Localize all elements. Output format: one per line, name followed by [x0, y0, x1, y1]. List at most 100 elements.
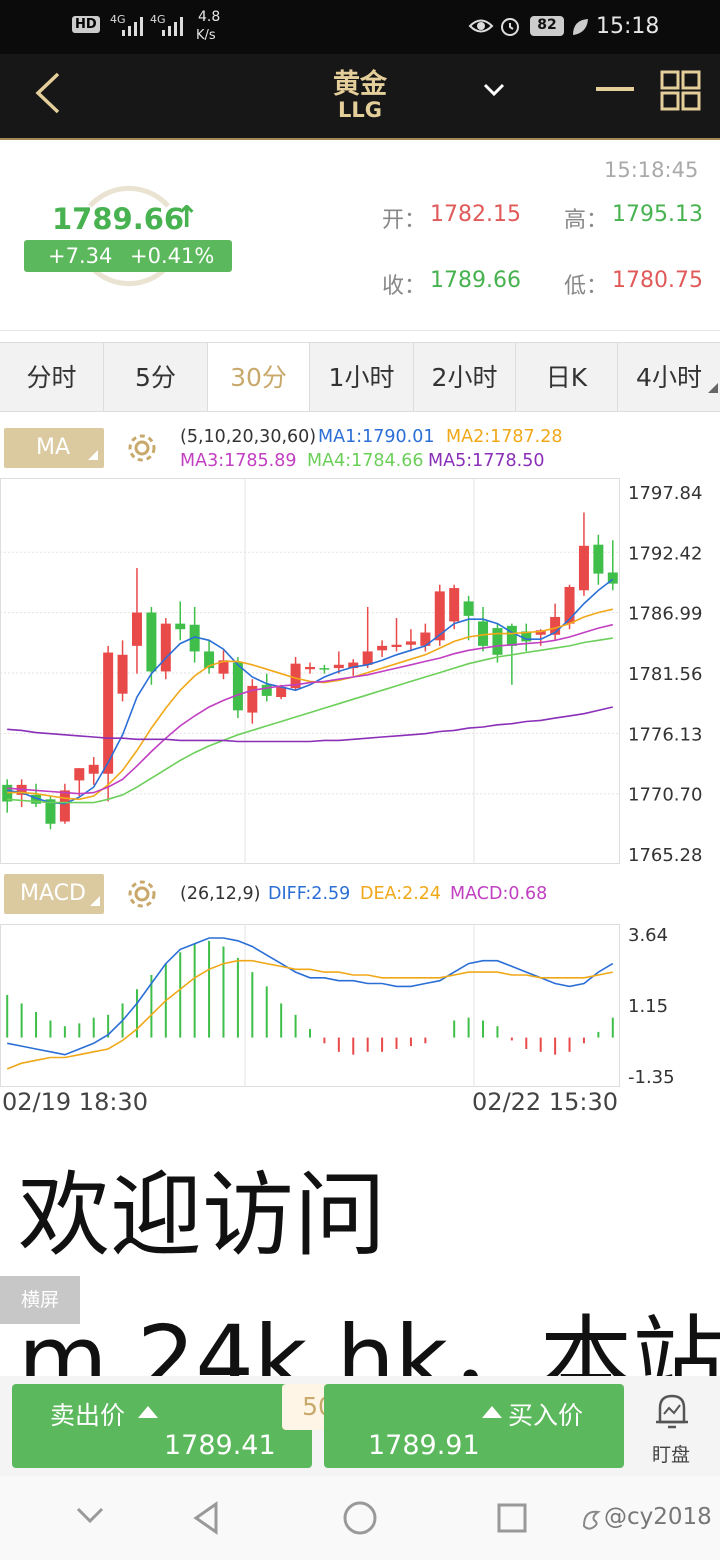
candle-body [391, 644, 402, 647]
macd-params: (26,12,9) [180, 884, 261, 904]
tab-5min[interactable]: 5分 [104, 343, 208, 411]
watermark-text: @cy2018 [604, 1504, 712, 1530]
ma-settings-gear-icon[interactable] [124, 430, 160, 466]
candle-body [564, 586, 575, 624]
system-nav-bar: @cy2018 [0, 1476, 720, 1560]
candle-body [232, 662, 243, 711]
recents-square-icon[interactable] [496, 1502, 528, 1534]
watch-button[interactable]: 盯盘 [632, 1384, 714, 1468]
network-type-1: 4G [110, 13, 126, 26]
ma-indicator-button[interactable]: MA [4, 428, 104, 468]
candle-body [117, 654, 128, 694]
tab-2hour[interactable]: 2小时 [414, 343, 516, 411]
welcome-line-2: m.24k.hk，本站 [18, 1306, 720, 1377]
dropdown-corner-icon [88, 450, 98, 460]
ma2-value: MA2:1787.28 [446, 427, 563, 447]
candle-body [305, 666, 315, 670]
candle-body [578, 545, 589, 591]
sell-button[interactable]: 卖出价 1789.41 [12, 1384, 312, 1468]
triangle-up-icon [482, 1406, 502, 1418]
macd-y-tick-label: -1.35 [628, 1067, 675, 1088]
watermark-logo-icon [582, 1510, 601, 1530]
chevron-down-icon[interactable] [482, 80, 506, 100]
change-value: +7.34 [48, 244, 113, 268]
candle-body [261, 684, 272, 696]
signal-icon [122, 17, 143, 36]
period-tabs: 分时 5分 30分 1小时 2小时 日K 4小时 [0, 342, 720, 412]
candle-body [74, 768, 85, 781]
candle-body [88, 764, 99, 774]
tab-timeshare[interactable]: 分时 [0, 343, 104, 411]
candle-body [506, 625, 517, 646]
candle-body [333, 664, 344, 669]
ma4-value: MA4:1784.66 [307, 451, 424, 471]
battery-icon: 82 [530, 16, 564, 36]
bell-chart-icon [656, 1394, 688, 1429]
y-tick-label: 1781.56 [628, 664, 702, 685]
macd-indicator-button[interactable]: MACD [4, 874, 104, 914]
candle-body [420, 632, 431, 646]
high-label: 高： [564, 208, 609, 233]
signal-icon-2 [162, 17, 183, 36]
leaf-icon [573, 19, 588, 35]
battery-level: 82 [537, 17, 557, 33]
back-triangle-icon[interactable] [190, 1500, 222, 1536]
candlestick-chart[interactable]: 1797.84 1792.42 1786.99 1781.56 1776.13 1770.… [0, 478, 720, 866]
content-area: 欢迎访问 m.24k.hk，本站 横屏 [0, 1126, 720, 1376]
change-badge: +7.34 +0.41% [24, 240, 232, 272]
watch-label: 盯盘 [652, 1444, 691, 1466]
dea-line [6, 959, 613, 1070]
candle-body [189, 624, 200, 652]
dropdown-corner-icon [90, 896, 100, 906]
macd-chart[interactable]: 3.64 1.15 -1.35 02/19 18:30 02/22 15:30 [0, 924, 720, 1120]
hd-badge: HD [72, 16, 100, 33]
buy-button[interactable]: 买入价 1789.91 [324, 1384, 624, 1468]
candle-body [550, 616, 561, 635]
change-percent: +0.41% [130, 244, 215, 268]
open-label: 开： [382, 208, 427, 233]
net-speed-value: 4.8 [198, 9, 221, 25]
macd-settings-gear-icon[interactable] [124, 876, 160, 912]
candle-body [31, 794, 42, 804]
candle-body [290, 663, 301, 689]
welcome-line-1: 欢迎访问 [18, 1162, 387, 1269]
tab-daily[interactable]: 日K [516, 343, 618, 411]
low-value: 1780.75 [612, 268, 703, 293]
dropdown-corner-icon [708, 383, 718, 393]
page-subtitle: LLG [338, 98, 382, 122]
ma-line-ma3 [7, 623, 613, 795]
tab-30min[interactable]: 30分 [208, 343, 310, 411]
candle-body [175, 623, 186, 630]
network-type-2: 4G [150, 13, 166, 26]
minimize-icon[interactable] [596, 84, 636, 94]
candle-body [103, 652, 114, 774]
home-circle-icon[interactable] [342, 1500, 378, 1536]
ma3-value: MA3:1785.89 [180, 451, 297, 471]
status-time: 15:18 [596, 14, 660, 39]
candle-body [319, 668, 330, 670]
close-label: 收： [382, 274, 427, 299]
tab-4hour[interactable]: 4小时 [618, 343, 720, 411]
macd-frame [0, 924, 620, 1087]
net-speed-unit: K/s [196, 28, 216, 43]
macd-y-tick-label: 3.64 [628, 925, 668, 946]
app-header: 黄金 LLG [0, 54, 720, 140]
x-axis-label-end: 02/22 15:30 [472, 1088, 618, 1116]
chevron-down-icon[interactable] [74, 1504, 106, 1526]
x-axis-label-start: 02/19 18:30 [2, 1088, 148, 1116]
y-tick-label: 1792.42 [628, 543, 702, 564]
candle-body [607, 572, 618, 584]
buy-label: 买入价 [508, 1401, 584, 1430]
candle-body [276, 687, 287, 698]
landscape-button[interactable]: 横屏 [0, 1276, 80, 1324]
candle-body [535, 630, 546, 635]
candle-body [160, 623, 171, 672]
candle-body [593, 544, 604, 574]
grid-menu-icon[interactable] [660, 70, 702, 112]
candle-body [405, 641, 416, 645]
status-bar: HD 4G 4G 4.8 K/s 82 15:18 [0, 0, 720, 54]
back-icon[interactable] [30, 68, 66, 118]
ma-params: (5,10,20,30,60) [180, 427, 317, 447]
close-value: 1789.66 [430, 268, 521, 293]
tab-1hour[interactable]: 1小时 [310, 343, 414, 411]
